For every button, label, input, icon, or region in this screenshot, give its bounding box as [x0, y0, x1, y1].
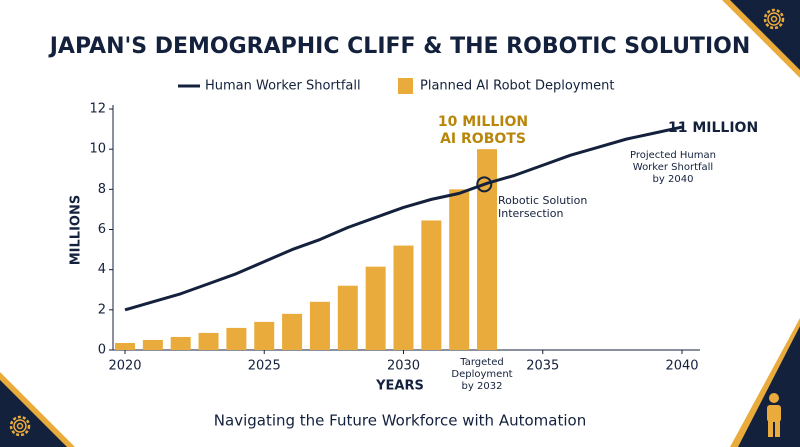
y-axis-label: MILLIONS: [69, 195, 84, 265]
bar: [309, 301, 330, 350]
person-icon: [767, 393, 781, 437]
bar: [226, 327, 247, 350]
bar: [142, 339, 163, 350]
bar: [115, 342, 135, 350]
annotation: 10 MILLION: [438, 114, 528, 130]
bar: [282, 313, 303, 350]
x-axis-label: YEARS: [375, 379, 424, 394]
y-tick-label: 0: [98, 343, 106, 358]
y-tick-label: 8: [98, 182, 106, 197]
y-tick-label: 2: [98, 302, 106, 317]
gear-icon: [9, 415, 31, 437]
annotation: Targeted: [459, 357, 503, 368]
annotation: Projected Human: [630, 150, 716, 161]
corner-decoration: [738, 326, 800, 447]
bar: [365, 266, 386, 350]
y-tick-label: 12: [89, 102, 106, 117]
x-tick-label: 2025: [248, 359, 281, 374]
annotation: Deployment: [451, 369, 512, 380]
line: [124, 125, 683, 312]
legend-label: Human Worker Shortfall: [205, 79, 361, 94]
bar: [393, 245, 414, 350]
bar: [198, 332, 219, 350]
chart-subtitle: Navigating the Future Workforce with Aut…: [214, 412, 586, 430]
annotation: 11 MILLION: [668, 120, 758, 136]
y-tick-label: 10: [89, 142, 106, 157]
bar: [254, 321, 275, 350]
y-tick-label: 6: [98, 222, 106, 237]
bar: [477, 149, 498, 350]
x-tick-label: 2030: [387, 359, 420, 374]
legend-label: Planned AI Robot Deployment: [420, 79, 615, 94]
gear-icon: [763, 8, 785, 30]
annotation: AI ROBOTS: [440, 131, 526, 147]
annotation: Worker Shortfall: [633, 162, 713, 173]
bar: [449, 189, 470, 350]
corner-decoration: [730, 0, 800, 70]
x-tick-label: 2020: [108, 359, 141, 374]
x-tick-label: 2035: [526, 359, 559, 374]
annotation: by 2032: [462, 381, 503, 392]
annotation: Intersection: [498, 207, 563, 220]
annotation: Robotic Solution: [498, 194, 587, 207]
x-tick-label: 2040: [665, 359, 698, 374]
intersection-marker: [476, 176, 493, 193]
bar: [170, 336, 191, 350]
bar: [421, 220, 442, 350]
bar: [337, 285, 358, 350]
y-tick-label: 4: [98, 262, 106, 277]
annotation: by 2040: [653, 174, 694, 185]
chart-title: JAPAN'S DEMOGRAPHIC CLIFF & THE ROBOTIC …: [48, 34, 751, 59]
legend-swatch: [398, 78, 413, 94]
